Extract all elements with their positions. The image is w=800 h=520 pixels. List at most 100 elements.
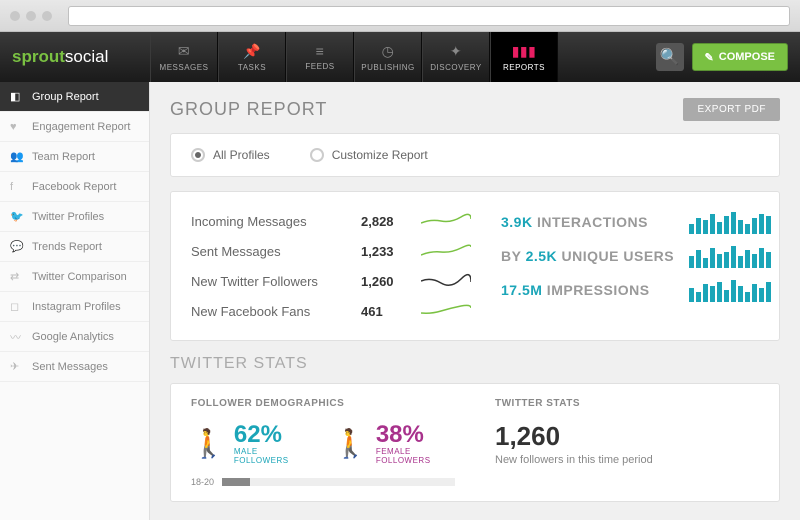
sidebar-label: Group Report: [32, 91, 99, 103]
page-title: GROUP REPORT: [170, 99, 327, 120]
nav-label: FEEDS: [305, 62, 334, 71]
browser-chrome: [0, 0, 800, 32]
nav-label: TASKS: [238, 63, 266, 72]
compose-button[interactable]: ✎COMPOSE: [692, 43, 788, 71]
metric-row: Sent Messages1,233: [191, 236, 471, 266]
bar-sparkline: [689, 210, 771, 234]
male-demographic: 🚶 62% MALE FOLLOWERS: [191, 421, 303, 465]
sidebar-label: Instagram Profiles: [32, 301, 121, 313]
radio-icon: [191, 148, 205, 162]
sidebar-label: Team Report: [32, 151, 95, 163]
metric-value: 2,828: [361, 214, 411, 229]
sidebar-label: Google Analytics: [32, 331, 114, 343]
sparkline: [421, 243, 471, 259]
twitter-section-title: TWITTER STATS: [170, 355, 780, 373]
feeds-icon: ≡: [316, 43, 325, 59]
export-pdf-button[interactable]: EXPORT PDF: [683, 98, 780, 121]
metric-row: New Facebook Fans461: [191, 296, 471, 326]
bar-sparkline: [689, 244, 771, 268]
nav-discovery[interactable]: ✦ DISCOVERY: [422, 32, 490, 82]
sidebar-label: Engagement Report: [32, 121, 130, 133]
metric-value: 461: [361, 304, 411, 319]
filter-all-profiles[interactable]: All Profiles: [191, 148, 270, 162]
sidebar-label: Facebook Report: [32, 181, 116, 193]
sidebar-icon: 👥: [10, 150, 24, 163]
sidebar-item-sent-messages[interactable]: ✈ Sent Messages: [0, 352, 149, 382]
sidebar-item-team-report[interactable]: 👥 Team Report: [0, 142, 149, 172]
male-label: MALE FOLLOWERS: [234, 447, 303, 465]
big-stat-row: 17.5M IMPRESSIONS: [501, 278, 771, 302]
sidebar-item-google-analytics[interactable]: 〰 Google Analytics: [0, 322, 149, 352]
main-content: GROUP REPORT EXPORT PDF All Profiles Cus…: [150, 82, 800, 520]
followers-subtitle: New followers in this time period: [495, 454, 759, 466]
nav-label: PUBLISHING: [361, 63, 414, 72]
big-stat-text: 3.9K INTERACTIONS: [501, 214, 648, 230]
metric-value: 1,233: [361, 244, 411, 259]
nav-reports[interactable]: ▮▮▮ REPORTS: [490, 32, 558, 82]
sidebar-icon: ✈: [10, 360, 24, 373]
sidebar-icon: 〰: [10, 329, 24, 345]
nav-publishing[interactable]: ◷ PUBLISHING: [354, 32, 422, 82]
demographics-title: FOLLOWER DEMOGRAPHICS: [191, 398, 455, 409]
traffic-light[interactable]: [10, 11, 20, 21]
big-stat-row: 3.9K INTERACTIONS: [501, 210, 771, 234]
sidebar-icon: ◻: [10, 300, 24, 313]
traffic-light[interactable]: [26, 11, 36, 21]
metric-row: New Twitter Followers1,260: [191, 266, 471, 296]
big-stat-row: BY 2.5K UNIQUE USERS: [501, 244, 771, 268]
age-bar: 18-20: [191, 477, 455, 487]
sparkline: [421, 303, 471, 319]
twitter-stats-title: TWITTER STATS: [495, 398, 759, 409]
sidebar-label: Twitter Comparison: [32, 271, 127, 283]
brand-logo[interactable]: sproutsocial: [0, 32, 150, 82]
sidebar-item-twitter-profiles[interactable]: 🐦 Twitter Profiles: [0, 202, 149, 232]
female-percent: 38%: [376, 421, 455, 449]
nav-label: REPORTS: [503, 63, 545, 72]
sidebar-item-engagement-report[interactable]: ♥ Engagement Report: [0, 112, 149, 142]
metric-label: New Twitter Followers: [191, 274, 361, 289]
metric-value: 1,260: [361, 274, 411, 289]
messages-icon: ✉: [178, 43, 190, 60]
nav-label: DISCOVERY: [430, 63, 481, 72]
sidebar-item-trends-report[interactable]: 💬Trends Report: [0, 232, 149, 262]
sidebar-item-group-report[interactable]: ◧ Group Report: [0, 82, 149, 112]
reports-icon: ▮▮▮: [512, 43, 537, 60]
publishing-icon: ◷: [382, 43, 395, 60]
sidebar-icon: f: [10, 181, 24, 193]
twitter-card: FOLLOWER DEMOGRAPHICS 🚶 62% MALE FOLLOWE…: [170, 383, 780, 502]
bar-sparkline: [689, 278, 771, 302]
url-bar[interactable]: [68, 6, 790, 26]
sidebar-label: Twitter Profiles: [32, 211, 104, 223]
sidebar-label: Sent Messages: [32, 361, 108, 373]
sparkline: [421, 273, 471, 289]
discovery-icon: ✦: [450, 43, 462, 60]
traffic-light[interactable]: [42, 11, 52, 21]
sidebar-icon: ◧: [10, 90, 24, 103]
filter-customize[interactable]: Customize Report: [310, 148, 428, 162]
sidebar-icon: ♥: [10, 121, 24, 133]
sidebar-item-instagram-profiles[interactable]: ◻ Instagram Profiles: [0, 292, 149, 322]
followers-count: 1,260: [495, 421, 759, 452]
top-nav: sproutsocial ✉ MESSAGES 📌 TASKS ≡ FEEDS ◷ PUBLI…: [0, 32, 800, 82]
tasks-icon: 📌: [243, 43, 261, 60]
sidebar-item-facebook-report[interactable]: f Facebook Report: [0, 172, 149, 202]
nav-feeds[interactable]: ≡ FEEDS: [286, 32, 354, 82]
sidebar-icon: 🐦: [10, 210, 24, 223]
male-percent: 62%: [234, 421, 303, 449]
sidebar: ◧ Group Report ♥ Engagement Report 👥 Team Rep…: [0, 82, 150, 520]
search-icon: 🔍: [660, 47, 680, 67]
big-stat-text: 17.5M IMPRESSIONS: [501, 282, 650, 298]
search-button[interactable]: 🔍: [656, 43, 684, 71]
nav-tasks[interactable]: 📌 TASKS: [218, 32, 286, 82]
nav-label: MESSAGES: [160, 63, 209, 72]
sidebar-label: Trends Report: [32, 241, 102, 253]
nav-messages[interactable]: ✉ MESSAGES: [150, 32, 218, 82]
metric-label: Incoming Messages: [191, 214, 361, 229]
summary-card: Incoming Messages2,828Sent Messages1,233…: [170, 191, 780, 341]
age-label: 18-20: [191, 477, 214, 487]
compose-icon: ✎: [705, 51, 714, 64]
metric-row: Incoming Messages2,828: [191, 206, 471, 236]
female-icon: 🚶: [333, 427, 368, 460]
metric-label: Sent Messages: [191, 244, 361, 259]
sidebar-item-twitter-comparison[interactable]: ⇄Twitter Comparison: [0, 262, 149, 292]
